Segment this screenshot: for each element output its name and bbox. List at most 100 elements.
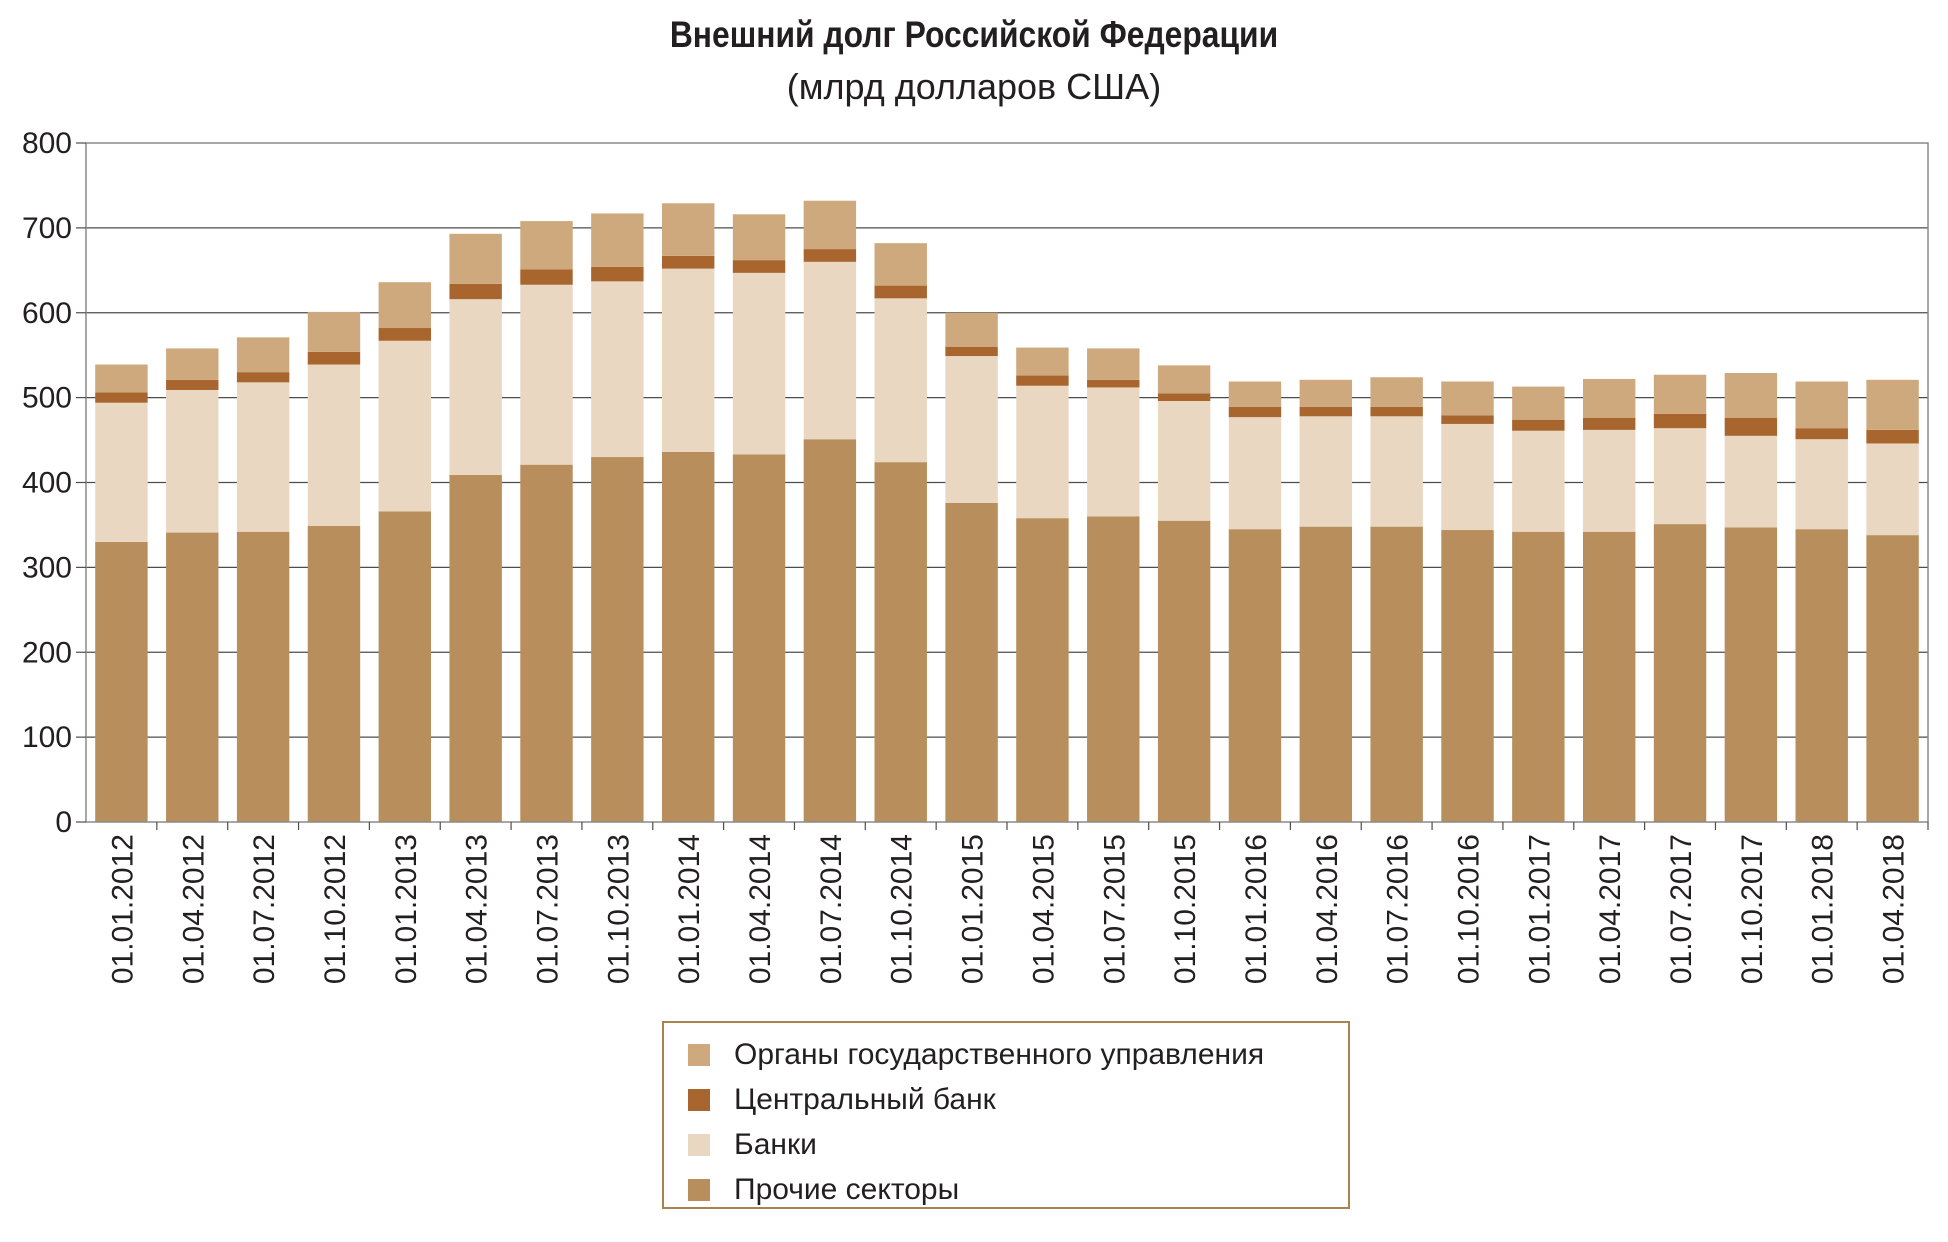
bar-segment: [1795, 428, 1848, 440]
bar-segment: [1016, 375, 1069, 386]
bar-segment: [1157, 365, 1211, 394]
legend: Органы государственного управления Центра…: [662, 1021, 1350, 1209]
bar-segment: [378, 511, 432, 822]
bar-segment: [166, 389, 219, 533]
bar-segment: [1228, 417, 1282, 530]
bar-segment: [661, 255, 715, 269]
bar-segment: [1441, 381, 1494, 416]
chart-title: Внешний долг Российской Федерации: [669, 14, 1279, 55]
x-tick-label: 01.07.2012: [248, 834, 281, 984]
bar-segment: [1866, 535, 1919, 822]
bar-segment: [1157, 401, 1211, 521]
x-tick-label: 01.01.2017: [1523, 834, 1556, 984]
bar-segment: [1512, 430, 1565, 532]
x-tick-label: 01.04.2017: [1594, 834, 1627, 984]
bar-segment: [378, 282, 432, 329]
x-axis-ticks: 01.01.2012 01.04.2012 01.07.2012 01.10.2012…: [106, 834, 1910, 984]
bar-segment: [1370, 526, 1423, 822]
bar-segment: [520, 464, 573, 822]
bar-segment: [449, 299, 502, 475]
bar-segment: [307, 311, 361, 352]
legend-swatch: [688, 1089, 710, 1111]
bar-segment: [1157, 393, 1211, 402]
bar-segment: [95, 541, 148, 822]
x-tick-label: 01.10.2015: [1169, 834, 1202, 984]
bar-segment: [1087, 516, 1140, 822]
bar-segment: [1724, 527, 1778, 822]
bar-segment: [1582, 531, 1636, 822]
legend-swatch: [688, 1134, 710, 1156]
legend-label: Банки: [734, 1128, 817, 1161]
bar-segment: [307, 525, 361, 822]
bar-segment: [1016, 347, 1069, 376]
bar-segment: [1582, 429, 1636, 532]
bar-segment: [166, 379, 219, 390]
legend-label: Центральный банк: [734, 1083, 996, 1116]
bar-segment: [874, 243, 927, 286]
axes: [76, 142, 1929, 830]
bar-segment: [307, 364, 361, 526]
x-tick-label: 01.04.2013: [461, 834, 494, 984]
bar-segment: [1653, 524, 1707, 822]
bar-segment: [520, 269, 573, 285]
x-tick-label: 01.10.2012: [319, 834, 352, 984]
bar-segment: [1441, 415, 1494, 424]
bar-segment: [1441, 530, 1494, 822]
x-tick-label: 01.07.2013: [532, 834, 565, 984]
x-tick-label: 01.10.2017: [1736, 834, 1769, 984]
bar-segment: [732, 454, 786, 822]
x-tick-label: 01.01.2016: [1240, 834, 1273, 984]
legend-item: Прочие секторы: [688, 1172, 959, 1208]
bar-segment: [1228, 529, 1282, 822]
bar-segment: [520, 284, 573, 465]
legend-item: Органы государственного управления: [688, 1037, 1264, 1073]
x-tick-label: 01.01.2014: [673, 834, 706, 984]
x-tick-label: 01.10.2013: [602, 834, 635, 984]
bar-segment: [661, 203, 715, 256]
bar-segment: [591, 213, 644, 267]
bar-segment: [1087, 387, 1140, 517]
bar-segment: [1795, 381, 1848, 429]
bar-segment: [803, 200, 857, 250]
bar-segment: [1795, 439, 1848, 530]
bar-segment: [1016, 385, 1069, 519]
x-tick-label: 01.07.2016: [1382, 834, 1415, 984]
bar-segment: [591, 281, 644, 458]
bar-segment: [449, 233, 502, 284]
bar-segment: [1370, 416, 1423, 527]
legend-item: Банки: [688, 1127, 817, 1163]
bar-segment: [1299, 526, 1353, 822]
bar-segment: [945, 356, 998, 503]
bar-segment: [1582, 417, 1636, 430]
bar-segment: [1299, 379, 1353, 407]
y-tick-label: 500: [22, 382, 72, 415]
bar-segment: [874, 298, 927, 463]
bar-segment: [1512, 531, 1565, 822]
bar-segment: [591, 457, 644, 822]
x-tick-label: 01.10.2014: [886, 834, 919, 984]
bar-segment: [166, 348, 219, 380]
bar-segment: [945, 312, 998, 347]
bar-segment: [1441, 423, 1494, 531]
y-axis-ticks: 0 100 200 300 400 500 600 700 800: [22, 127, 72, 839]
x-tick-label: 01.04.2014: [744, 834, 777, 984]
x-tick-label: 01.04.2016: [1311, 834, 1344, 984]
bar-segment: [1653, 374, 1707, 414]
legend-item: Центральный банк: [688, 1082, 996, 1118]
bar-segment: [1653, 413, 1707, 429]
bar-segment: [307, 351, 361, 365]
bar-segment: [1157, 520, 1211, 822]
bar-segment: [1724, 435, 1778, 528]
bar-segment: [732, 272, 786, 455]
bar-segment: [1370, 406, 1423, 417]
y-tick-label: 400: [22, 467, 72, 500]
bar-segment: [874, 462, 927, 822]
x-tick-label: 01.07.2017: [1665, 834, 1698, 984]
bar-segment: [732, 260, 786, 273]
bar-segment: [378, 328, 432, 341]
bar-segment: [1724, 373, 1778, 418]
bar-segment: [1866, 379, 1919, 430]
bar-segment: [1795, 529, 1848, 822]
bar-segment: [1228, 406, 1282, 418]
